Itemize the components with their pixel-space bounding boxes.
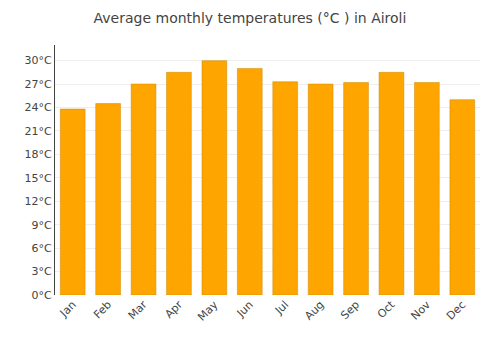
svg-text:Sep: Sep [338,298,362,322]
svg-text:30°C: 30°C [25,54,52,67]
svg-text:Nov: Nov [409,298,434,323]
svg-text:Feb: Feb [91,298,114,321]
svg-text:Dec: Dec [444,298,468,322]
svg-text:Apr: Apr [162,298,185,321]
svg-text:Mar: Mar [126,298,150,322]
svg-text:3°C: 3°C [32,265,52,278]
svg-text:Oct: Oct [375,298,398,321]
svg-text:21°C: 21°C [25,125,52,138]
svg-text:May: May [195,298,221,324]
svg-text:12°C: 12°C [25,195,52,208]
svg-text:24°C: 24°C [25,101,52,114]
svg-text:Jul: Jul [272,298,291,317]
svg-text:9°C: 9°C [32,219,52,232]
svg-text:6°C: 6°C [32,242,52,255]
svg-text:27°C: 27°C [25,78,52,91]
svg-text:0°C: 0°C [32,289,52,302]
svg-text:Average monthly temperatures (: Average monthly temperatures (°C ) in Ai… [94,10,407,26]
svg-text:Jun: Jun [234,298,256,320]
svg-text:Jan: Jan [57,298,79,320]
svg-text:18°C: 18°C [25,148,52,161]
svg-text:15°C: 15°C [25,172,52,185]
svg-text:Aug: Aug [302,298,326,322]
